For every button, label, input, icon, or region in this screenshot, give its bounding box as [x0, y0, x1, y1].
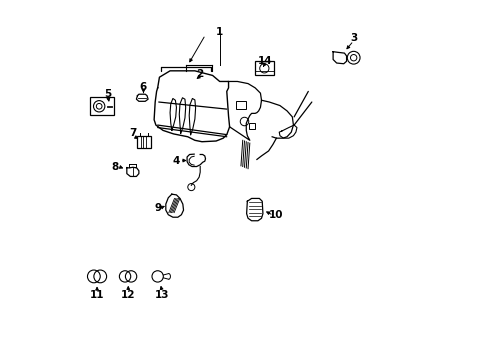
Text: 3: 3 [349, 33, 357, 43]
Text: 13: 13 [155, 290, 169, 300]
Text: 8: 8 [111, 162, 119, 171]
Text: 5: 5 [104, 89, 111, 99]
Text: 14: 14 [257, 56, 272, 66]
Text: 10: 10 [268, 211, 283, 220]
Text: 9: 9 [154, 203, 161, 213]
Text: 1: 1 [216, 27, 223, 37]
Bar [248, 123, 255, 129]
Text: 4: 4 [172, 156, 180, 166]
Text: 2: 2 [196, 69, 203, 79]
Text: 11: 11 [90, 290, 104, 300]
Text: 12: 12 [121, 290, 135, 300]
Bar [235, 101, 245, 109]
Text: 7: 7 [129, 128, 136, 138]
Bar [255, 61, 273, 76]
Bar [137, 136, 151, 148]
Text: 6: 6 [140, 82, 147, 92]
Bar [90, 97, 114, 116]
